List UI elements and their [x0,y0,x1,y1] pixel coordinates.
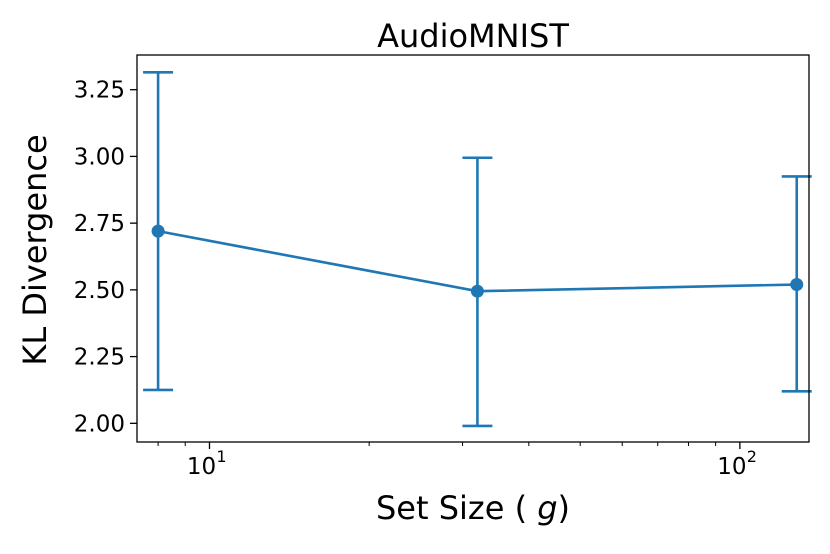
data-point [470,284,484,298]
x-axis-label: Set Size ( g) [376,489,570,527]
y-tick-label: 2.00 [74,411,125,437]
y-axis-label: KL Divergence [16,134,54,365]
y-tick-label: 2.25 [74,345,125,371]
chart-title: AudioMNIST [377,17,569,55]
y-tick-label: 2.75 [74,211,125,237]
y-tick-label: 3.25 [74,78,125,104]
plot-frame [136,54,810,443]
data-layer [143,71,812,428]
x-tick-label: 10 [717,454,746,480]
x-tick-exponent: 1 [216,447,226,466]
x-tick-label: 10 [187,454,216,480]
x-axis-label-var: g [537,489,557,527]
y-tick-label: 2.50 [74,278,125,304]
x-axis-label-text: Set Size ( [376,489,527,527]
data-point [151,224,165,238]
y-tick-label: 3.00 [74,144,125,170]
data-point [790,278,804,292]
x-tick-exponent: 2 [747,447,757,466]
x-axis-label-close: ) [558,489,570,527]
